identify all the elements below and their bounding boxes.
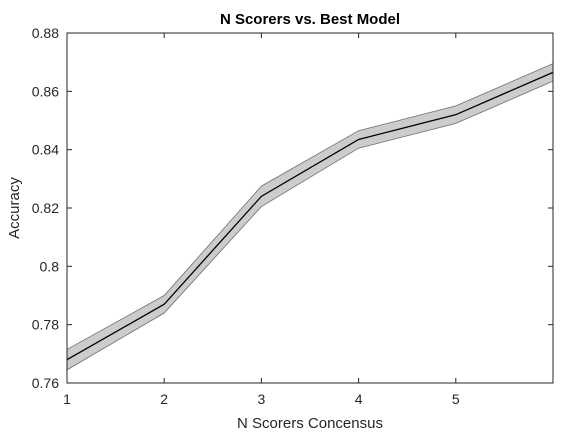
y-tick-label: 0.78: [32, 317, 59, 333]
chart-title: N Scorers vs. Best Model: [220, 11, 400, 28]
y-tick-label: 0.84: [32, 142, 59, 158]
x-tick-label: 1: [63, 391, 71, 407]
x-axis-label: N Scorers Concensus: [237, 415, 383, 432]
x-tick-label: 4: [355, 391, 363, 407]
y-tick-label: 0.76: [32, 375, 59, 391]
y-axis: 0.76 0.78 0.8 0.82 0.84 0.86 0.88: [32, 25, 553, 391]
y-tick-label: 0.88: [32, 25, 59, 41]
y-tick-label: 0.86: [32, 83, 59, 99]
series-line: [66, 71, 554, 361]
x-tick-label: 5: [452, 391, 460, 407]
y-tick-label: 0.8: [40, 258, 60, 274]
x-axis: 1 2 3 4 5: [63, 33, 460, 407]
axes-box: [66, 32, 554, 384]
plot-area: 1 2 3 4 5 0.76 0.78 0.8 0.82 0.84 0.86 0.88: [32, 25, 554, 407]
plot-frame: [67, 33, 553, 383]
y-axis-label: Accuracy: [6, 177, 23, 239]
x-tick-label: 3: [258, 391, 266, 407]
x-tick-label: 2: [160, 391, 168, 407]
y-tick-label: 0.82: [32, 200, 59, 216]
